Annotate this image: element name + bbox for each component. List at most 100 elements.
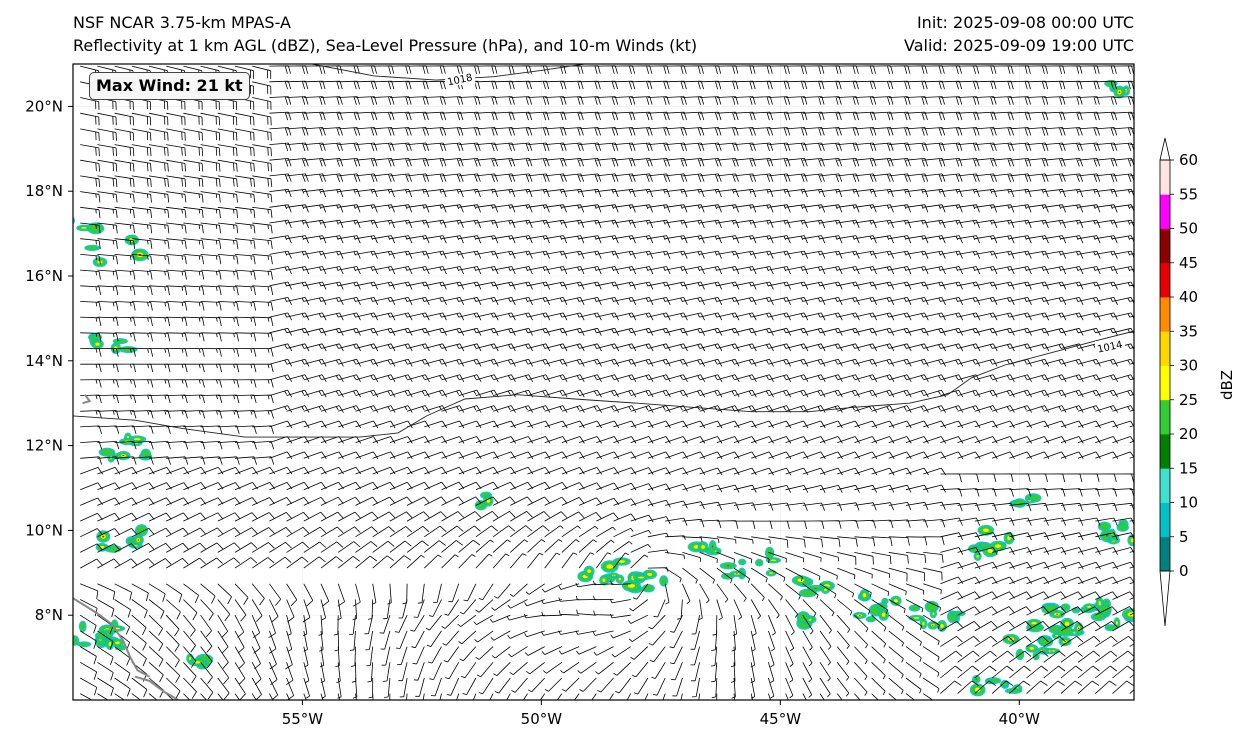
wind-barb (1129, 81, 1134, 83)
wind-barb (269, 451, 293, 460)
wind-barb (200, 254, 222, 265)
wind-barb (751, 235, 774, 244)
wind-barb (991, 451, 1015, 460)
wind-barb (768, 65, 790, 74)
wind-barb (148, 542, 172, 553)
echo-cell (726, 565, 730, 567)
wind-barb (579, 80, 601, 90)
wind-barb (200, 222, 221, 234)
wind-barb (647, 188, 671, 198)
wind-barb (166, 466, 190, 475)
wind-barb (166, 301, 188, 311)
colorbar-tick-label: 5 (1179, 528, 1189, 546)
wind-barb (733, 358, 757, 367)
wind-barb (424, 235, 447, 244)
wind-barb (492, 539, 511, 553)
wind-barb (1009, 96, 1031, 105)
wind-barb (80, 175, 101, 188)
lat-tick-label: 16°N (25, 267, 63, 285)
wind-barb (871, 389, 895, 398)
wind-barb (1026, 473, 1048, 482)
wind-barb (166, 254, 187, 265)
wind-barb (647, 281, 671, 290)
wind-barb (1129, 393, 1134, 396)
wind-barb (716, 173, 739, 183)
wind-barb (733, 583, 747, 602)
echo-cell (797, 578, 804, 582)
wind-barb (166, 410, 188, 419)
wind-barb (183, 285, 205, 296)
wind-barb (350, 646, 356, 667)
wind-barb (1060, 621, 1084, 632)
wind-barb (406, 554, 425, 569)
wind-barb (131, 269, 153, 280)
wind-barb (596, 250, 619, 259)
wind-barb (217, 646, 229, 669)
wind-barb (957, 250, 981, 259)
wind-barb (957, 420, 981, 429)
wind-barb (768, 358, 792, 367)
wind-barb (699, 219, 722, 228)
wind-barb (80, 394, 102, 404)
wind-barb (217, 527, 241, 538)
wind-barb (974, 451, 998, 460)
wind-barb (97, 112, 117, 126)
wind-barb (561, 235, 585, 244)
wind-barb (652, 677, 666, 696)
wind-barb (131, 677, 148, 698)
wind-barb (407, 204, 430, 213)
wind-barb (1043, 204, 1066, 213)
wind-barb (286, 281, 310, 290)
wind-barb (166, 363, 188, 373)
wind-barb (785, 646, 794, 667)
wind-barb (389, 281, 413, 290)
wind-barb (441, 173, 464, 183)
wind-barb (97, 379, 119, 388)
wind-barb (751, 96, 773, 105)
wind-barb (837, 583, 855, 598)
wind-barb (269, 266, 292, 275)
wind-barb (441, 466, 465, 475)
wind-barb (837, 389, 860, 398)
echo-cell (1125, 89, 1127, 92)
wind-barb (252, 379, 274, 388)
wind-barb (114, 112, 134, 126)
wind-barb (575, 595, 597, 601)
wind-barb (372, 466, 396, 475)
wind-barb (441, 235, 464, 244)
wind-barb (992, 65, 1014, 74)
wind-barb (97, 425, 120, 434)
wind-barb (303, 389, 327, 398)
wind-barb (610, 613, 631, 619)
wind-barb (837, 451, 861, 460)
wind-barb (1129, 253, 1134, 255)
wind-barb (785, 693, 789, 700)
wind-barb (1129, 378, 1134, 381)
wind-barb (613, 389, 637, 398)
wind-barb (1009, 374, 1032, 383)
wind-barb (114, 410, 137, 419)
colorbar-tick-label: 10 (1179, 494, 1198, 512)
wind-barb (80, 332, 102, 342)
wind-barb (871, 281, 895, 290)
wind-barb (837, 219, 860, 228)
wind-barb (1043, 650, 1066, 663)
wind-barb (131, 254, 153, 265)
wind-barb (613, 65, 636, 74)
wind-barb (544, 173, 567, 183)
wind-barb (524, 646, 545, 656)
wind-barb (923, 405, 947, 413)
wind-barb (1095, 635, 1118, 647)
wind-barb (768, 599, 780, 619)
wind-barb (888, 188, 911, 198)
wind-barb (854, 374, 878, 383)
wind-barb (1009, 266, 1032, 275)
wind-barb (785, 389, 809, 398)
wind-barb (785, 662, 794, 683)
wind-barb (682, 405, 706, 413)
wind-barb (131, 394, 154, 404)
wind-barb (1060, 250, 1084, 259)
wind-barb (1077, 606, 1101, 616)
wind-barb (407, 96, 429, 105)
wind-barb (166, 512, 189, 522)
